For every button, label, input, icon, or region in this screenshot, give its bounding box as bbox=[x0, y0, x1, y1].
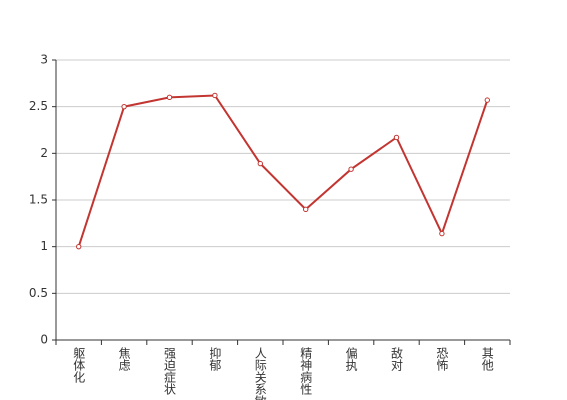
y-tick-label: 2 bbox=[40, 146, 48, 160]
y-tick-label: 3 bbox=[40, 53, 48, 67]
point bbox=[439, 230, 445, 237]
y-tick-label: 1 bbox=[40, 239, 48, 253]
x-tick-label: 敌对 bbox=[390, 346, 404, 371]
x-tick-label: 其他 bbox=[480, 347, 494, 371]
x-tick-label: 躯体化 bbox=[72, 346, 86, 384]
x-tick-label: 焦虑 bbox=[117, 347, 131, 371]
x-tick-label: 偏执 bbox=[344, 346, 358, 372]
x-tick-label: 抑郁 bbox=[208, 346, 222, 372]
point bbox=[121, 103, 127, 110]
x-tick-label: 强迫症状 bbox=[163, 347, 177, 395]
point bbox=[348, 166, 354, 172]
y-tick-label: 2.5 bbox=[29, 99, 48, 113]
x-tick-label: 精神病性 bbox=[299, 347, 313, 396]
point bbox=[484, 97, 490, 103]
line bbox=[77, 94, 489, 247]
point bbox=[166, 94, 173, 101]
x-tick-label: 恐怖 bbox=[435, 347, 449, 371]
y-tick-label: 0 bbox=[40, 333, 48, 347]
y-tick-label: 0.5 bbox=[29, 286, 48, 300]
point bbox=[393, 134, 400, 141]
x-tick-label: 人际关系敏感 bbox=[253, 347, 267, 400]
point bbox=[212, 92, 218, 99]
point bbox=[257, 160, 263, 167]
point bbox=[303, 206, 309, 213]
y-tick-label: 1.5 bbox=[29, 193, 48, 207]
point bbox=[76, 243, 82, 250]
